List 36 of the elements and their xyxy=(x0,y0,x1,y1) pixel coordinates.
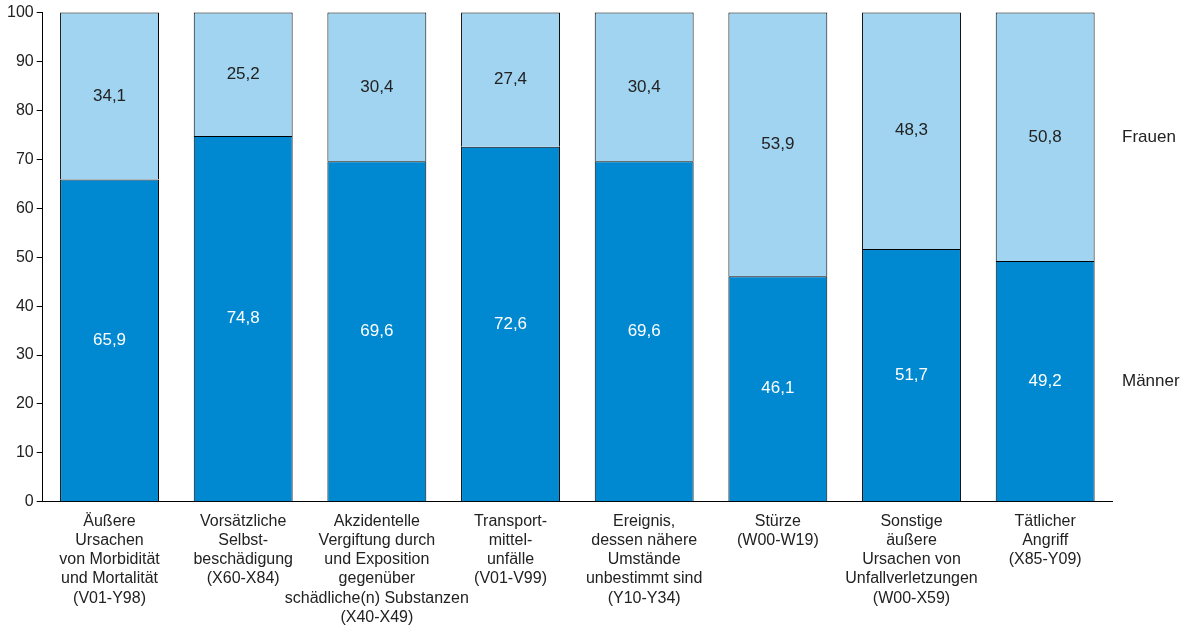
x-tick-label: Sonstige äußere Ursachen von Unfallverletzungen (W00-X59) xyxy=(845,511,978,606)
data-label: 53,9 xyxy=(761,134,795,154)
y-tick-label: 90 xyxy=(15,51,34,69)
data-label: 74,8 xyxy=(226,308,260,328)
series-label: Männer xyxy=(1122,370,1180,390)
x-tick-label: Vorsätzliche Selbst- beschädigung (X60-X84) xyxy=(193,511,294,587)
data-label: 69,6 xyxy=(360,321,394,340)
y-tick-label: 40 xyxy=(15,296,34,314)
data-label: 48,3 xyxy=(894,120,929,140)
data-label: 30,4 xyxy=(360,76,394,96)
data-label: 49,2 xyxy=(1028,370,1062,390)
data-label: 34,1 xyxy=(92,85,127,105)
data-label: 27,4 xyxy=(493,69,528,89)
y-tick-label: 0 xyxy=(24,492,34,510)
y-tick-label: 50 xyxy=(15,247,34,265)
x-tick-label: Stürze (W00-W19) xyxy=(736,511,819,549)
data-label: 46,1 xyxy=(761,378,795,398)
y-tick-label: 80 xyxy=(15,100,34,118)
y-tick-label: 100 xyxy=(6,3,34,21)
x-tick-label: Äußere Ursachen von Morbidität und Mortalität (V01-Y98) xyxy=(59,511,161,606)
x-tick-label: Transport- mittel- unfälle (V01-V99) xyxy=(473,511,548,587)
data-label: 72,6 xyxy=(493,313,528,333)
y-tick-label: 60 xyxy=(15,198,34,216)
data-label: 51,7 xyxy=(894,364,929,384)
data-label: 30,4 xyxy=(627,76,661,96)
data-label: 25,2 xyxy=(226,63,260,83)
series-label: Frauen xyxy=(1122,126,1176,146)
data-label: 65,9 xyxy=(92,330,127,350)
x-tick-label: Tätlicher Angriff (X85-Y09) xyxy=(1008,511,1082,568)
y-tick-label: 30 xyxy=(15,345,34,363)
x-tick-label: Ereignis, dessen nähere Umstände unbestimmt sind (Y10-Y34) xyxy=(585,511,703,606)
y-tick-label: 10 xyxy=(15,443,34,461)
data-label: 69,6 xyxy=(627,321,661,340)
y-tick-label: 20 xyxy=(15,394,34,412)
data-label: 50,8 xyxy=(1028,126,1062,146)
y-tick-label: 70 xyxy=(15,149,34,167)
